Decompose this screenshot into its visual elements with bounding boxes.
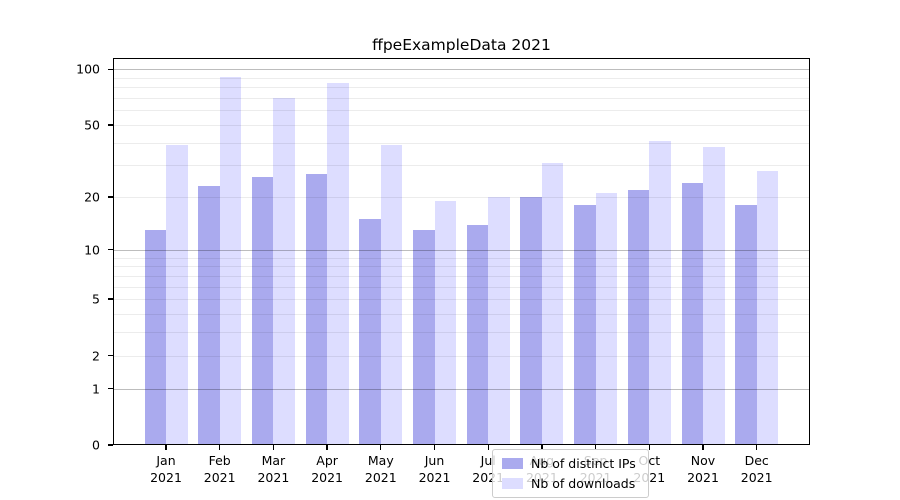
x-tick-label-nov: Nov 2021 — [687, 453, 719, 485]
gridline-70 — [113, 97, 810, 99]
chart-title: ffpeExampleData 2021 — [372, 36, 551, 54]
bar-downloads-oct — [649, 140, 671, 445]
legend-swatch-distinct-ips — [502, 458, 523, 469]
bar-downloads-mar — [273, 97, 295, 445]
bar-ips-jul — [466, 224, 489, 445]
x-tick-mark-sep — [594, 445, 597, 450]
y-tick-mark-2 — [108, 354, 113, 357]
gridline-9 — [113, 257, 810, 259]
bar-ips-dec — [735, 205, 757, 445]
y-tick-mark-1 — [108, 387, 113, 390]
gridline-3 — [113, 332, 810, 334]
gridline-7 — [113, 275, 810, 277]
bar-downloads-nov — [703, 146, 725, 445]
x-tick-label-jan: Jan 2021 — [150, 453, 182, 485]
gridline-40 — [113, 142, 810, 144]
bar-ips-sep — [574, 205, 596, 445]
legend: Nb of distinct IPs Nb of downloads — [492, 449, 649, 498]
gridline-6 — [113, 286, 810, 288]
y-tick-label-10: 10 — [84, 242, 100, 258]
bar-downloads-jul — [488, 197, 510, 445]
x-tick-label-dec: Dec 2021 — [740, 453, 773, 485]
gridline-100 — [113, 69, 810, 71]
legend-swatch-downloads — [502, 478, 523, 489]
bar-ips-jan — [144, 230, 166, 445]
y-tick-label-1: 1 — [92, 381, 100, 397]
x-tick-mark-nov — [702, 445, 704, 450]
legend-item-downloads: Nb of downloads — [502, 476, 636, 491]
y-tick-mark-100 — [108, 68, 113, 70]
y-tick-label-100: 100 — [76, 61, 100, 77]
y-tick-label-20: 20 — [84, 189, 100, 205]
x-tick-mark-aug — [541, 445, 543, 450]
x-tick-label-jun: Jun 2021 — [418, 453, 451, 485]
x-tick-mark-jul — [487, 445, 489, 450]
gridline-30 — [113, 165, 810, 167]
bar-ips-jun — [413, 230, 435, 445]
x-tick-mark-mar — [272, 445, 275, 450]
y-tick-mark-0 — [108, 444, 113, 446]
x-tick-mark-feb — [219, 445, 221, 450]
bar-downloads-sep — [595, 193, 618, 445]
x-tick-label-mar: Mar 2021 — [257, 453, 290, 485]
x-tick-mark-may — [380, 445, 382, 450]
y-tick-label-50: 50 — [84, 117, 100, 133]
gridline-60 — [113, 110, 810, 112]
x-tick-mark-jun — [433, 445, 436, 450]
bar-ips-aug — [520, 197, 542, 445]
bar-ips-feb — [198, 186, 220, 445]
bar-downloads-jan — [166, 144, 188, 445]
gridline-90 — [113, 77, 810, 79]
bar-downloads-may — [380, 144, 403, 445]
gridline-1 — [113, 388, 810, 390]
gridline-8 — [113, 266, 810, 268]
bar-downloads-jun — [434, 201, 456, 445]
bar-downloads-apr — [327, 83, 349, 445]
legend-item-distinct-ips: Nb of distinct IPs — [502, 456, 636, 471]
y-tick-label-2: 2 — [92, 348, 100, 364]
gridline-50 — [113, 124, 810, 126]
bar-downloads-dec — [756, 170, 779, 445]
x-tick-mark-dec — [756, 445, 758, 450]
x-tick-label-feb: Feb 2021 — [203, 453, 236, 485]
x-tick-mark-oct — [648, 445, 650, 450]
legend-label-distinct-ips: Nb of distinct IPs — [531, 456, 636, 471]
bar-downloads-aug — [541, 162, 564, 445]
bar-ips-oct — [627, 189, 650, 445]
x-tick-mark-jan — [165, 445, 167, 450]
gridline-10 — [113, 249, 810, 251]
y-tick-label-0: 0 — [92, 437, 100, 453]
gridline-5 — [113, 299, 810, 301]
gridline-2 — [113, 355, 810, 357]
bar-downloads-feb — [219, 76, 242, 445]
x-tick-label-may: May 2021 — [364, 453, 397, 485]
y-tick-mark-20 — [108, 196, 113, 198]
gridline-20 — [113, 197, 810, 199]
legend-label-downloads: Nb of downloads — [531, 476, 636, 491]
plot-area: Nb of distinct IPs Nb of downloads — [113, 58, 810, 498]
y-tick-label-5: 5 — [92, 291, 100, 307]
gridline-4 — [113, 313, 810, 315]
x-tick-mark-apr — [326, 445, 328, 450]
y-tick-mark-50 — [108, 124, 113, 126]
bar-ips-mar — [251, 176, 274, 445]
y-tick-mark-5 — [108, 298, 113, 300]
y-tick-mark-10 — [108, 249, 113, 251]
x-tick-label-apr: Apr 2021 — [311, 453, 343, 485]
bar-ips-apr — [305, 173, 328, 445]
bar-ips-nov — [681, 182, 703, 445]
gridline-80 — [113, 87, 810, 89]
bar-ips-may — [359, 219, 381, 445]
